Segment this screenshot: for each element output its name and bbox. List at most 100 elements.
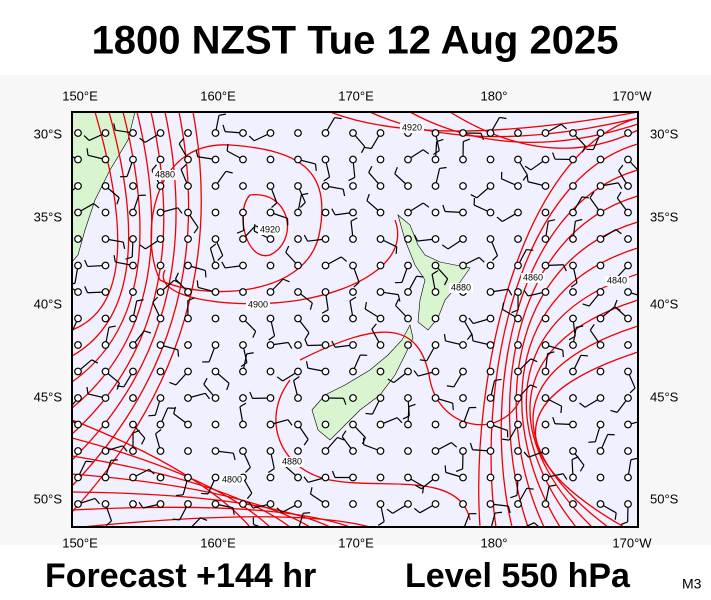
- barb-feather: [85, 460, 93, 463]
- station: [514, 341, 522, 349]
- station: [514, 447, 522, 455]
- station: [74, 447, 82, 455]
- station: [156, 447, 165, 455]
- station: [74, 420, 82, 429]
- barb-feather: [548, 219, 556, 222]
- station: [266, 447, 275, 455]
- station: [294, 288, 302, 296]
- barb-feather: [614, 512, 617, 520]
- station: [101, 288, 110, 296]
- barb-feather: [377, 521, 385, 526]
- barb-feather: [226, 143, 229, 152]
- barb-feather: [413, 234, 419, 242]
- station: [596, 182, 605, 190]
- station: [404, 341, 412, 349]
- barb-feather: [337, 436, 345, 441]
- barb-feather: [232, 453, 236, 461]
- station: [321, 208, 330, 217]
- station: [101, 473, 110, 482]
- station: [349, 182, 357, 190]
- station: [349, 314, 357, 323]
- barb-feather: [173, 406, 177, 414]
- station: [541, 367, 550, 376]
- contour-line: [162, 219, 399, 305]
- station: [156, 261, 165, 270]
- lat-label-left: 40°S: [34, 296, 63, 311]
- station: [156, 367, 165, 376]
- station: [624, 500, 632, 508]
- station: [74, 235, 82, 243]
- barb-feather: [575, 218, 583, 222]
- barb-feather: [416, 275, 424, 278]
- station: [184, 314, 192, 323]
- station: [101, 155, 110, 164]
- barb-feather: [304, 332, 310, 340]
- barb-feather: [442, 204, 446, 212]
- barb-staff: [298, 513, 304, 527]
- station: [569, 447, 577, 455]
- station: [349, 394, 357, 402]
- barb-feather: [552, 152, 556, 160]
- contour-line: [478, 117, 638, 527]
- barb-feather: [629, 387, 636, 394]
- barb-feather: [148, 414, 156, 417]
- station: [486, 288, 495, 296]
- barb-feather: [341, 430, 347, 437]
- station: [569, 208, 577, 217]
- station: [459, 129, 467, 137]
- contour-line: [369, 112, 638, 138]
- station: [349, 473, 357, 482]
- station: [239, 208, 247, 217]
- barb-feather: [470, 194, 478, 199]
- station: [211, 473, 220, 482]
- contour-label-box: [521, 273, 545, 283]
- station: [74, 208, 82, 217]
- barb-feather: [187, 297, 195, 302]
- station: [184, 500, 192, 508]
- station: [514, 473, 522, 482]
- station: [514, 235, 522, 243]
- station: [239, 367, 247, 376]
- lat-label-right: 50°S: [650, 491, 679, 506]
- station: [266, 129, 275, 137]
- barb-feather: [203, 377, 208, 385]
- station: [239, 129, 247, 137]
- barb-feather: [480, 133, 485, 141]
- station: [294, 367, 302, 376]
- barb-feather: [152, 296, 159, 303]
- station: [101, 447, 110, 455]
- barb-feather: [522, 174, 528, 181]
- station: [349, 235, 357, 243]
- station: [376, 182, 385, 190]
- station: [431, 261, 440, 270]
- station: [184, 367, 192, 376]
- barb-feather: [196, 280, 199, 288]
- barb-feather: [494, 511, 503, 514]
- station: [349, 261, 357, 270]
- station: [596, 500, 605, 508]
- barb-staff: [190, 517, 202, 527]
- barb-feather: [136, 299, 144, 302]
- station: [514, 182, 522, 190]
- barb-feather: [340, 256, 348, 262]
- barb-feather: [141, 437, 146, 445]
- station: [239, 314, 247, 323]
- station: [266, 420, 275, 429]
- barb-feather: [116, 385, 124, 388]
- station: [431, 235, 440, 243]
- station: [294, 261, 302, 270]
- barb-feather: [620, 521, 628, 525]
- barb-feather: [469, 442, 474, 450]
- barb-feather: [174, 272, 179, 280]
- barb-feather: [84, 259, 89, 267]
- barb-feather: [547, 351, 555, 355]
- station: [156, 155, 165, 164]
- station: [459, 314, 467, 323]
- station: [239, 261, 247, 270]
- contour-line: [529, 299, 638, 527]
- barb-feather: [248, 135, 255, 142]
- barb-feather: [364, 302, 368, 310]
- barb-feather: [305, 361, 309, 369]
- station: [514, 155, 522, 164]
- wind-barbs: [72, 113, 638, 527]
